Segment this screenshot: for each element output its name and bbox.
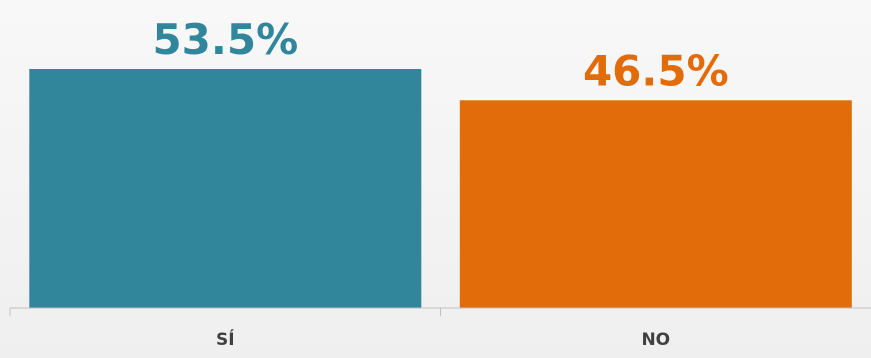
x-axis-ticks xyxy=(9,308,441,316)
x-axis-tick-labels: SÍ NO xyxy=(216,328,670,350)
bars-layer xyxy=(29,69,852,308)
value-labels-layer: 53.5% 46.5% xyxy=(152,15,728,95)
bar-value-label: 46.5% xyxy=(583,46,729,95)
x-tick-label: SÍ xyxy=(216,328,235,350)
bar-no xyxy=(459,100,852,308)
bar-value-label: 53.5% xyxy=(152,15,298,64)
x-tick-label: NO xyxy=(641,330,670,350)
bar-si xyxy=(29,69,422,308)
